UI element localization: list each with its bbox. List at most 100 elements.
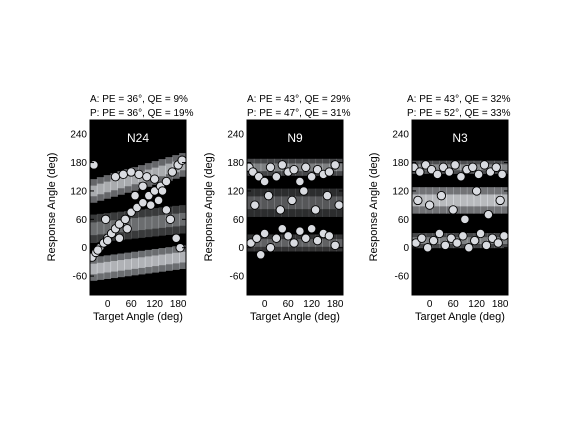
- heat-cell: [322, 188, 330, 217]
- data-point: [436, 191, 447, 201]
- plot-frame: [411, 119, 509, 296]
- data-point: [324, 167, 334, 177]
- x-axis: 0 60 120 180: [105, 120, 187, 310]
- x-tick-label: 180: [170, 299, 187, 310]
- data-point: [322, 191, 332, 201]
- data-point: [299, 186, 309, 196]
- x-tick-label: 180: [492, 299, 509, 310]
- heat-cell: [103, 220, 112, 234]
- data-point: [432, 169, 443, 180]
- data-point: [464, 243, 474, 253]
- y-tick-label: 180: [227, 158, 244, 169]
- heat-cell: [274, 196, 282, 210]
- data-point: [493, 238, 503, 248]
- panel-label: N3: [452, 131, 468, 145]
- heat-cell: [267, 196, 275, 210]
- data-point: [110, 172, 121, 182]
- heat-cell: [96, 221, 105, 235]
- heat-cell: [432, 164, 440, 171]
- heat-cell: [117, 260, 125, 271]
- data-point: [307, 224, 317, 234]
- y-axis-label: Response Angle (deg): [46, 153, 58, 262]
- x-tick-label: 60: [283, 299, 295, 310]
- heat-cell: [460, 237, 468, 245]
- heat-cell: [322, 163, 330, 172]
- heat-cell: [96, 213, 105, 243]
- heat-cell: [425, 194, 434, 207]
- y-tick-label: 180: [392, 158, 409, 169]
- heat-cell: [96, 177, 105, 201]
- panel-label: N24: [127, 131, 149, 145]
- heat-cell: [144, 216, 153, 230]
- heat-cell: [260, 188, 269, 217]
- x-tick-label: 180: [327, 299, 344, 310]
- heat-cell: [260, 163, 269, 172]
- heat-cell: [281, 188, 289, 217]
- panel-2: A: PE = 43°, QE = 29% P: PE = 47°, QE = …: [203, 94, 351, 323]
- heat-cell: [267, 188, 275, 217]
- data-point: [118, 169, 128, 180]
- heat-cell: [432, 160, 440, 174]
- data-point: [265, 162, 276, 172]
- heat-cell: [308, 158, 317, 176]
- data-point: [102, 235, 113, 246]
- data-point: [310, 205, 321, 215]
- heat-cell: [295, 234, 303, 252]
- heat-cell: [432, 194, 440, 207]
- heat-cell: [473, 164, 482, 171]
- stats-line-a: A: PE = 43°, QE = 29%: [247, 94, 351, 105]
- heat-cell: [110, 179, 118, 191]
- heat-cell: [260, 239, 269, 247]
- y-axis: -60 0 60 120 180 240: [227, 130, 343, 283]
- heat-cell: [103, 181, 112, 193]
- y-tick-label: -60: [395, 272, 410, 283]
- heat-cell: [439, 237, 447, 245]
- data-point: [250, 200, 260, 210]
- heat-cell: [501, 164, 508, 171]
- heat-cell: [151, 167, 160, 179]
- data-points: [247, 160, 343, 260]
- y-axis: -60 0 60 120 180 240: [392, 130, 508, 283]
- heat-cell: [274, 239, 282, 247]
- heat-cell: [158, 215, 166, 228]
- heat-cell: [487, 194, 495, 207]
- heat-cell: [295, 239, 303, 247]
- data-point: [307, 172, 317, 182]
- data-point: [287, 195, 297, 206]
- data-point: [444, 167, 454, 177]
- data-point: [448, 205, 458, 215]
- heat-cell: [253, 234, 262, 252]
- data-point: [473, 169, 484, 180]
- heat-cell: [151, 215, 160, 229]
- y-tick-label: 240: [70, 130, 87, 141]
- stats-line-p: P: PE = 47°, QE = 31%: [247, 108, 351, 119]
- data-point: [171, 233, 181, 243]
- data-point: [458, 231, 468, 241]
- plot-frame: [89, 119, 187, 296]
- heat-cell: [295, 196, 303, 210]
- data-point: [415, 167, 425, 177]
- data-point: [472, 186, 482, 196]
- data-point: [138, 198, 148, 208]
- heat-cell: [322, 196, 330, 210]
- y-axis: -60 0 60 120 180 240: [70, 130, 186, 283]
- heat-cell: [322, 234, 330, 252]
- data-point: [460, 214, 470, 224]
- heat-cell: [274, 163, 282, 172]
- x-tick-label: 60: [126, 299, 138, 310]
- heat-cell: [480, 237, 488, 245]
- heat-cell: [103, 175, 112, 199]
- plot-frame: [246, 119, 344, 296]
- y-tick-label: 0: [403, 243, 409, 254]
- heat-cell: [315, 188, 323, 217]
- data-point: [468, 162, 478, 172]
- data-point: [330, 160, 340, 170]
- y-tick-label: 120: [227, 186, 244, 197]
- heat-cell: [253, 239, 262, 247]
- heat-cell: [96, 183, 105, 195]
- y-tick-label: 120: [70, 186, 87, 197]
- y-tick-label: 60: [398, 215, 410, 226]
- data-point: [90, 160, 99, 170]
- data-point: [142, 172, 152, 182]
